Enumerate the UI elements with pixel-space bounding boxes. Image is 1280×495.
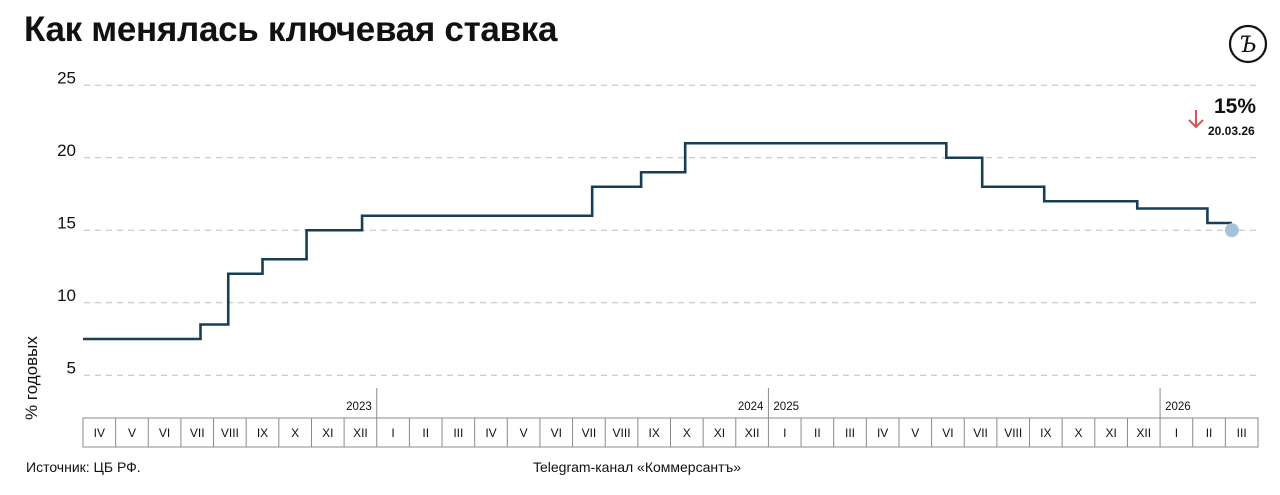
- month-label: VIII: [221, 426, 239, 440]
- month-label: III: [453, 426, 463, 440]
- y-tick-label: 5: [67, 358, 76, 377]
- month-axis: IV V VI VII VIII IX X XI XII I II III IV V VI VII VIII IX…: [82, 388, 1259, 448]
- month-label: III: [1237, 426, 1247, 440]
- y-tick-labels: 5 10 15 20 25: [57, 68, 76, 377]
- month-label: XII: [1136, 426, 1151, 440]
- svg-text:Ъ: Ъ: [1239, 33, 1256, 58]
- chart-title: Как менялась ключевая ставка: [24, 10, 558, 49]
- rate-series: [83, 141, 1239, 341]
- month-label: XI: [322, 426, 333, 440]
- month-label: I: [783, 426, 786, 440]
- month-label: IX: [649, 426, 660, 440]
- month-label: IV: [485, 426, 496, 440]
- y-tick-label: 10: [57, 286, 76, 305]
- down-arrow-icon: [1188, 110, 1204, 129]
- year-label: 2025: [773, 401, 799, 413]
- source-note: Источник: ЦБ РФ.: [26, 459, 141, 475]
- month-label: IV: [94, 426, 105, 440]
- latest-rate-value: 15%: [1214, 95, 1257, 118]
- y-tick-label: 15: [57, 213, 76, 232]
- month-label: XI: [1105, 426, 1116, 440]
- month-label: IV: [877, 426, 888, 440]
- month-label: VII: [582, 426, 597, 440]
- month-label: X: [291, 426, 299, 440]
- y-tick-label: 20: [57, 141, 76, 160]
- month-label: II: [422, 426, 429, 440]
- y-axis-label: % годовых: [22, 336, 41, 420]
- month-label: VI: [159, 426, 170, 440]
- latest-rate-date: 20.03.26: [1208, 124, 1255, 138]
- month-label: V: [520, 426, 528, 440]
- month-label: I: [391, 426, 394, 440]
- year-label: 2026: [1165, 401, 1191, 413]
- month-label: VI: [942, 426, 953, 440]
- channel-note: Telegram-канал «Коммерсантъ»: [533, 459, 742, 475]
- month-label: II: [1206, 426, 1213, 440]
- month-label: VIII: [1004, 426, 1022, 440]
- month-label: X: [683, 426, 691, 440]
- month-label: II: [814, 426, 821, 440]
- grid-lines: [84, 84, 1258, 376]
- month-label: I: [1175, 426, 1178, 440]
- year-label: 2023: [346, 401, 372, 413]
- month-label: XI: [714, 426, 725, 440]
- month-label: VII: [190, 426, 205, 440]
- kommersant-logo-icon: Ъ: [1228, 24, 1268, 64]
- month-label: IX: [1040, 426, 1051, 440]
- month-label: XII: [745, 426, 760, 440]
- latest-rate-marker: [1224, 223, 1239, 238]
- month-label: V: [128, 426, 136, 440]
- year-label: 2024: [738, 401, 764, 413]
- month-label: VIII: [613, 426, 631, 440]
- month-label: V: [911, 426, 919, 440]
- month-label: VI: [551, 426, 562, 440]
- month-label: XII: [353, 426, 368, 440]
- rate-step-line: [83, 141, 1232, 341]
- month-label: VII: [973, 426, 988, 440]
- month-label: III: [845, 426, 855, 440]
- month-label: IX: [257, 426, 268, 440]
- y-tick-label: 25: [57, 68, 76, 87]
- month-label: X: [1074, 426, 1082, 440]
